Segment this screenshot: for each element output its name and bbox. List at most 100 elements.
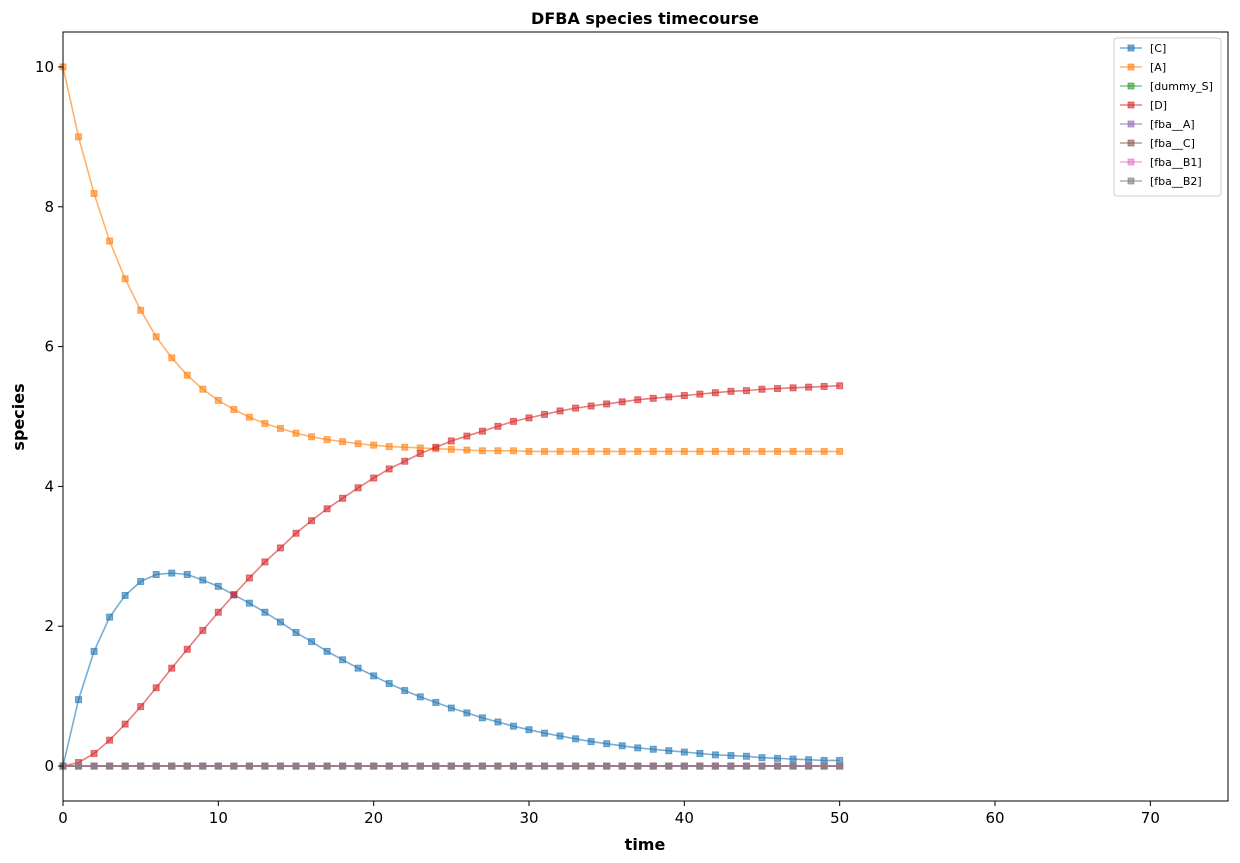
- data-point: [121, 275, 129, 283]
- y-axis: 0 2 4 6 8 10: [35, 58, 63, 775]
- data-point: [587, 762, 595, 770]
- data-point: [276, 424, 284, 432]
- data-point: [354, 762, 362, 770]
- series-line: [62, 66, 840, 453]
- data-point: [292, 762, 300, 770]
- data-point: [385, 465, 393, 473]
- legend-entry: [C]: [1150, 42, 1166, 55]
- data-point: [230, 406, 238, 414]
- data-point: [587, 447, 595, 455]
- data-point: [261, 558, 269, 566]
- data-point: [727, 387, 735, 395]
- data-point: [774, 762, 782, 770]
- data-point: [183, 371, 191, 379]
- data-point: [168, 569, 176, 577]
- data-point: [308, 517, 316, 525]
- data-point: [385, 443, 393, 451]
- data-point: [292, 629, 300, 637]
- data-point: [789, 447, 797, 455]
- data-point: [494, 422, 502, 430]
- data-point: [447, 437, 455, 445]
- data-point: [758, 385, 766, 393]
- data-point: [696, 762, 704, 770]
- data-point: [774, 385, 782, 393]
- y-tick-label: 2: [44, 617, 54, 635]
- data-point: [758, 754, 766, 762]
- data-point: [805, 383, 813, 391]
- data-point: [432, 698, 440, 706]
- legend-frame: [1113, 37, 1222, 197]
- data-point: [618, 398, 626, 406]
- data-point: [416, 762, 424, 770]
- data-point: [463, 709, 471, 717]
- data-point: [634, 762, 642, 770]
- data-point: [665, 762, 673, 770]
- data-point: [789, 755, 797, 763]
- data-point: [168, 664, 176, 672]
- data-point: [90, 647, 98, 655]
- data-point: [261, 762, 269, 770]
- data-point: [525, 726, 533, 734]
- data-point: [680, 392, 688, 400]
- data-point: [665, 393, 673, 401]
- data-point: [183, 645, 191, 653]
- data-point: [276, 618, 284, 626]
- data-point: [339, 656, 347, 664]
- legend-entry: [fba__A]: [1150, 118, 1195, 131]
- data-point: [245, 413, 253, 421]
- data-point: [774, 754, 782, 762]
- legend-entry: [D]: [1150, 99, 1167, 112]
- data-point: [509, 762, 517, 770]
- legend-swatch-marker: [1127, 177, 1135, 185]
- data-point: [370, 672, 378, 680]
- data-point: [106, 237, 114, 245]
- data-point: [323, 505, 331, 513]
- data-point: [494, 718, 502, 726]
- data-point: [649, 447, 657, 455]
- data-point: [836, 382, 844, 390]
- data-point: [276, 544, 284, 552]
- data-point: [137, 703, 145, 711]
- data-point: [603, 762, 611, 770]
- x-tick-label: 30: [519, 809, 538, 827]
- data-point: [556, 407, 564, 415]
- data-point: [680, 748, 688, 756]
- data-point: [649, 394, 657, 402]
- data-point: [401, 762, 409, 770]
- data-point: [370, 441, 378, 449]
- legend-entry: [A]: [1150, 61, 1166, 74]
- data-point: [199, 576, 207, 584]
- data-point: [199, 385, 207, 393]
- data-point: [711, 751, 719, 759]
- data-point: [541, 729, 549, 737]
- data-point: [323, 647, 331, 655]
- data-point: [261, 419, 269, 427]
- data-point: [634, 447, 642, 455]
- data-point: [711, 762, 719, 770]
- data-point: [447, 704, 455, 712]
- data-point: [168, 354, 176, 362]
- y-tick-label: 0: [44, 757, 54, 775]
- legend-swatch-marker: [1127, 120, 1135, 128]
- x-tick-label: 10: [209, 809, 228, 827]
- data-point: [525, 762, 533, 770]
- x-axis: 0 10 20 30 40 50 60 70: [58, 801, 1160, 827]
- data-point: [556, 732, 564, 740]
- data-point: [416, 450, 424, 458]
- data-point: [183, 570, 191, 578]
- plot-area: [59, 63, 844, 770]
- y-tick-label: 6: [44, 338, 54, 356]
- data-point: [339, 494, 347, 502]
- data-point: [308, 638, 316, 646]
- data-point: [323, 762, 331, 770]
- data-point: [245, 574, 253, 582]
- data-point: [820, 447, 828, 455]
- data-point: [75, 133, 83, 141]
- legend: [C] [A] [dummy_S] [D] [fba__A] [fba__C] [fba__…: [1113, 37, 1222, 197]
- data-point: [525, 414, 533, 422]
- data-point: [665, 747, 673, 755]
- legend-swatch-marker: [1127, 82, 1135, 90]
- data-point: [401, 443, 409, 451]
- data-point: [509, 417, 517, 425]
- data-point: [541, 447, 549, 455]
